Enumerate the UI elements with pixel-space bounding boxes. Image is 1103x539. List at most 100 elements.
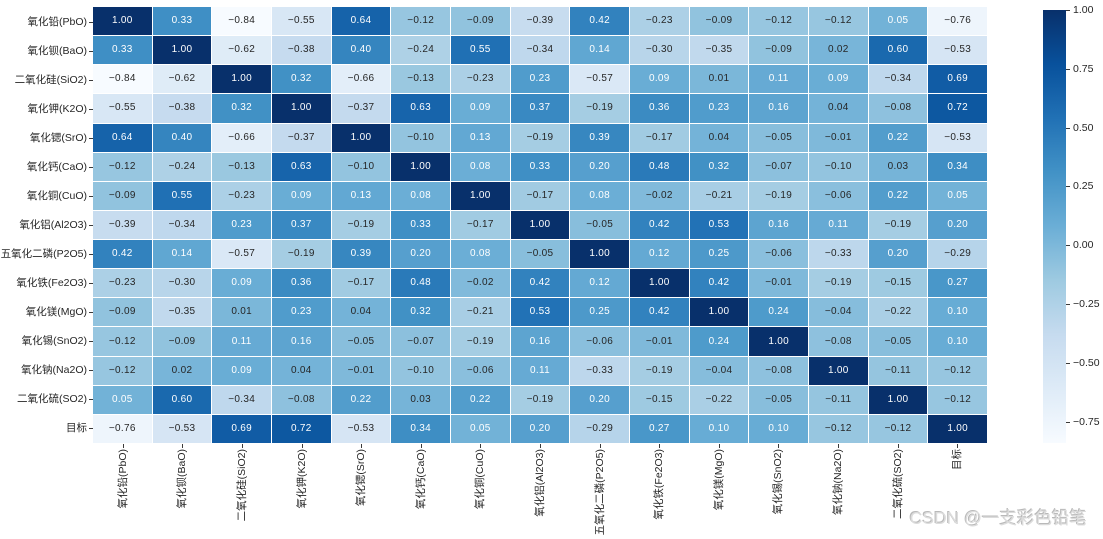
heatmap-cell: 0.69 <box>928 65 987 94</box>
heatmap-cell: 0.20 <box>570 152 629 181</box>
heatmap-cell: 0.42 <box>510 269 570 298</box>
heatmap-cell: 0.39 <box>570 123 629 152</box>
colorbar-tick <box>1066 186 1070 188</box>
x-axis-label: 氧化锡(SnO2) <box>772 449 785 515</box>
x-axis-label: 氧化钠(Na2O) <box>832 449 844 515</box>
x-axis-label: 氧化镁(MgO) <box>712 449 725 511</box>
heatmap-cell: 1.00 <box>868 385 928 414</box>
y-axis-label: 氧化锶(SrO) <box>29 131 87 144</box>
heatmap-cell: −0.22 <box>689 385 749 414</box>
heatmap-cell: −0.05 <box>868 327 928 356</box>
x-axis-tick <box>420 444 422 448</box>
heatmap-cell: −0.19 <box>570 94 629 123</box>
heatmap-cell: 0.42 <box>630 298 689 327</box>
heatmap-cell: −0.09 <box>152 327 212 356</box>
heatmap-cell: 0.40 <box>331 36 391 65</box>
colorbar <box>1043 10 1066 443</box>
x-axis-tick <box>778 444 780 448</box>
heatmap-cell: −0.30 <box>152 269 212 298</box>
heatmap-cell: 0.64 <box>93 123 152 152</box>
heatmap-cell: −0.08 <box>809 327 868 356</box>
heatmap-cell: 0.10 <box>928 298 987 327</box>
heatmap-cell: −0.06 <box>809 181 868 210</box>
colorbar-tick <box>1066 304 1070 306</box>
colorbar-tick <box>1066 362 1070 364</box>
heatmap-cell: 0.16 <box>272 327 331 356</box>
x-axis-tick <box>242 444 243 448</box>
y-axis-tick <box>89 166 93 168</box>
y-axis-label: 五氧化二磷(P2O5) <box>0 248 87 261</box>
heatmap-cell: 1.00 <box>570 240 629 269</box>
heatmap-cell: 0.33 <box>152 7 212 36</box>
colorbar-tick <box>1066 421 1070 423</box>
x-axis-label: 目标 <box>951 449 964 470</box>
heatmap-cell: 0.05 <box>868 7 928 36</box>
heatmap-cell: −0.66 <box>331 65 391 94</box>
x-axis-tick <box>361 444 363 448</box>
heatmap-cell: 0.20 <box>510 414 570 443</box>
heatmap-cell: −0.12 <box>868 414 928 443</box>
heatmap-cell: −0.76 <box>928 7 987 36</box>
heatmap-cell: 1.00 <box>630 269 689 298</box>
heatmap-cell: 0.22 <box>868 123 928 152</box>
heatmap-cell: −0.34 <box>212 385 271 414</box>
heatmap-cell: −0.09 <box>451 7 510 36</box>
heatmap-cell: 0.55 <box>451 36 510 65</box>
heatmap-cell: −0.10 <box>391 356 450 385</box>
heatmap-cell: −0.12 <box>93 327 152 356</box>
x-axis-tick <box>659 444 661 448</box>
heatmap-cell: −0.53 <box>331 414 391 443</box>
heatmap-cell: 0.32 <box>391 298 450 327</box>
heatmap-cell: −0.39 <box>93 210 152 240</box>
colorbar-tick-label: 0.75 <box>1073 62 1094 75</box>
heatmap-cell: −0.76 <box>93 414 152 443</box>
heatmap-cell: −0.11 <box>809 385 868 414</box>
x-axis-tick <box>480 444 482 448</box>
colorbar-tick <box>1066 10 1070 11</box>
heatmap-cell: 0.20 <box>868 240 928 269</box>
y-axis-tick <box>89 225 93 226</box>
heatmap-cell: 0.03 <box>868 152 928 181</box>
x-axis-tick <box>122 444 124 448</box>
heatmap-cell: 0.25 <box>570 298 629 327</box>
heatmap-cell: −0.01 <box>630 327 689 356</box>
x-axis-tick <box>957 444 959 448</box>
colorbar-tick-label: 0.00 <box>1073 239 1094 252</box>
heatmap-cell: 0.04 <box>809 94 868 123</box>
colorbar-tick-label: 1.00 <box>1073 4 1094 16</box>
y-axis-tick <box>89 341 93 343</box>
heatmap-cell: 0.42 <box>570 7 629 36</box>
heatmap-cell: 0.02 <box>809 36 868 65</box>
heatmap-cell: 0.64 <box>331 7 391 36</box>
colorbar-tick-label: −0.25 <box>1073 298 1100 311</box>
heatmap-cell: −0.53 <box>928 123 987 152</box>
heatmap-cell: 0.34 <box>391 414 450 443</box>
heatmap-cell: 0.23 <box>689 94 749 123</box>
heatmap-cell: 0.08 <box>451 240 510 269</box>
x-axis-tick <box>897 444 899 448</box>
heatmap-cell: 0.23 <box>212 210 271 240</box>
y-axis-tick <box>89 195 93 197</box>
y-axis-tick <box>89 79 93 81</box>
heatmap-cell: 0.53 <box>689 210 749 240</box>
heatmap-cell: 0.16 <box>749 94 808 123</box>
heatmap-cell: −0.38 <box>152 94 212 123</box>
heatmap-cell: −0.62 <box>152 65 212 94</box>
heatmap-cell: −0.53 <box>152 414 212 443</box>
heatmap-cell: −0.19 <box>331 210 391 240</box>
heatmap-cell: 0.05 <box>451 414 510 443</box>
heatmap-cell: −0.05 <box>331 327 391 356</box>
heatmap-cell: 0.25 <box>689 240 749 269</box>
heatmap-cell: 0.20 <box>570 385 629 414</box>
heatmap-cell: −0.19 <box>749 181 808 210</box>
colorbar-tick-label: −0.75 <box>1073 415 1100 428</box>
heatmap-cell: 1.00 <box>272 94 331 123</box>
heatmap-cell: 0.04 <box>272 356 331 385</box>
heatmap-cell: 0.12 <box>630 240 689 269</box>
heatmap-cell: 0.48 <box>630 152 689 181</box>
heatmap-cell: 0.05 <box>93 385 152 414</box>
heatmap-cell: 0.16 <box>510 327 570 356</box>
heatmap-cell: 0.22 <box>331 385 391 414</box>
y-axis-label: 氧化钡(BaO) <box>27 44 87 57</box>
